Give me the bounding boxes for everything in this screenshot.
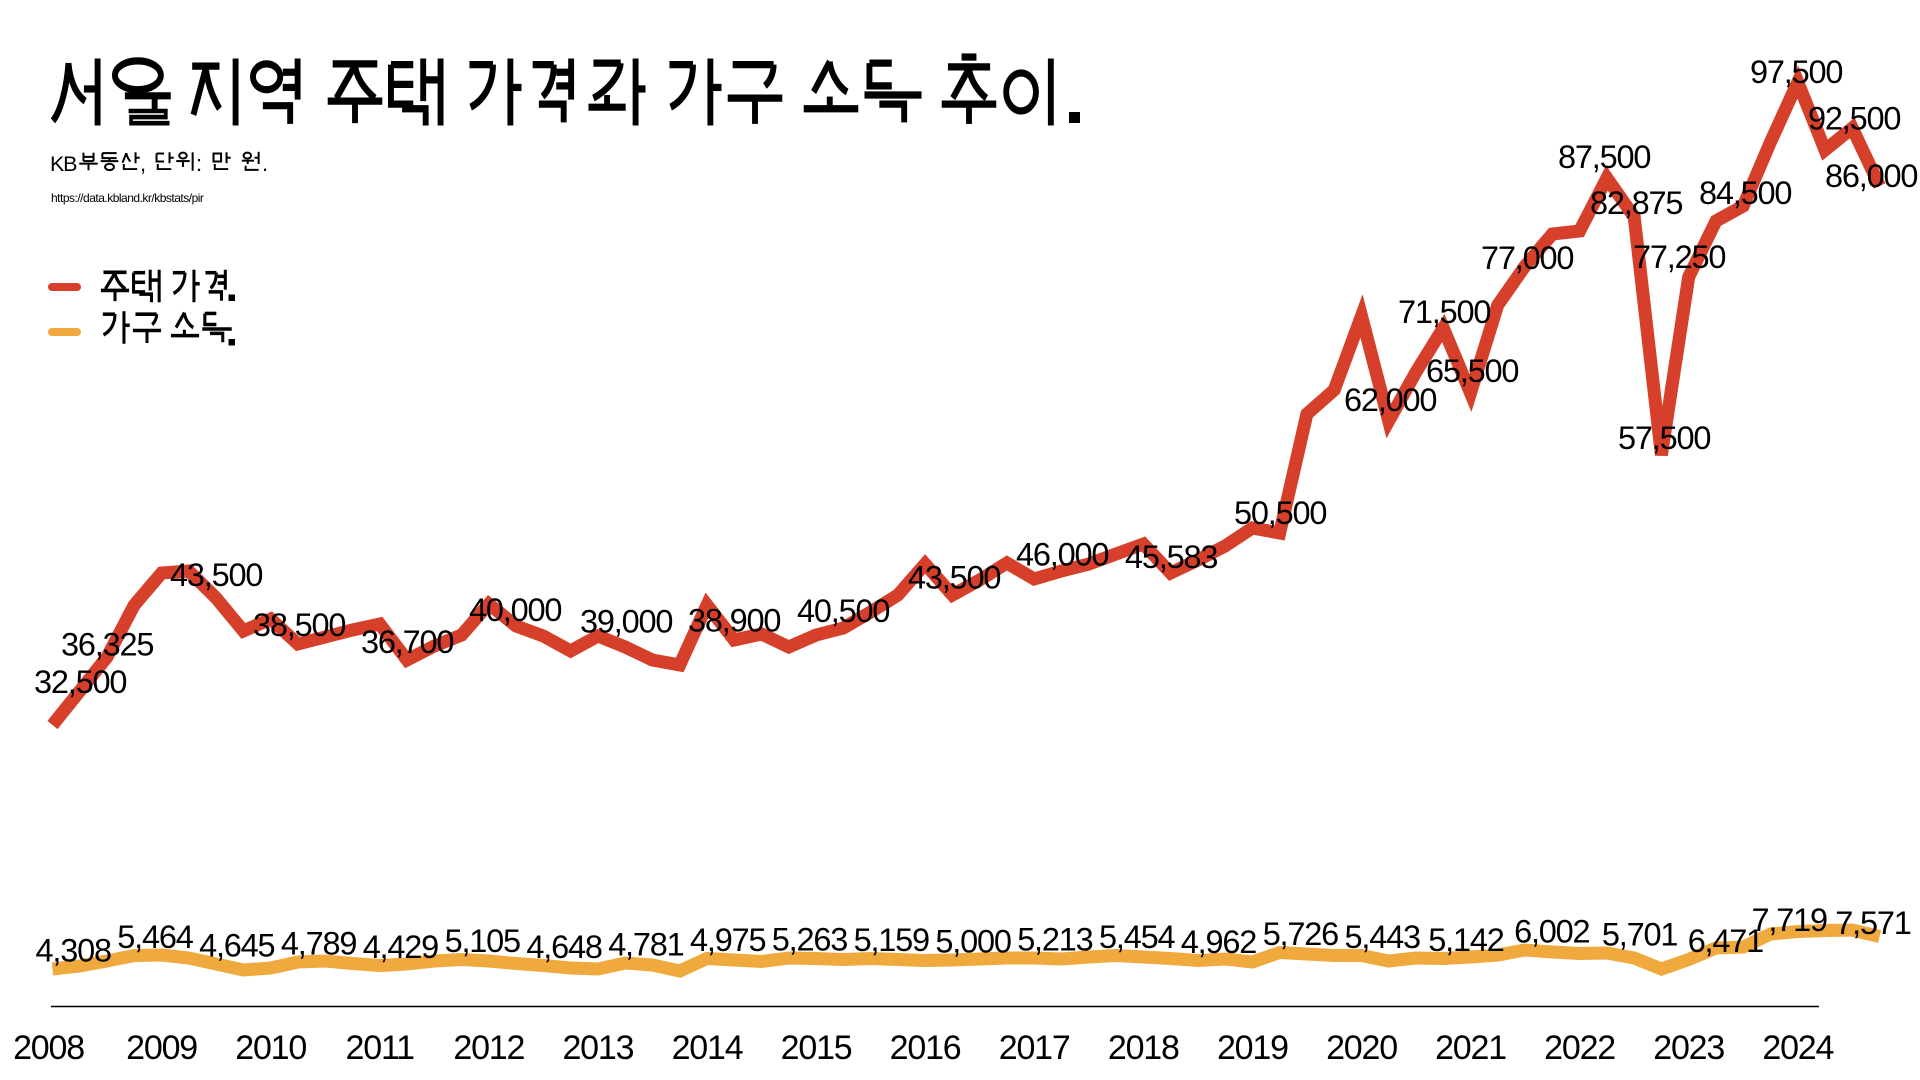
svg-text:5,443: 5,443 xyxy=(1345,919,1420,955)
svg-text:2017: 2017 xyxy=(999,1029,1070,1067)
svg-text:2020: 2020 xyxy=(1326,1029,1397,1067)
svg-text:5,726: 5,726 xyxy=(1263,916,1338,952)
svg-text:38,900: 38,900 xyxy=(688,603,780,639)
svg-text:57,500: 57,500 xyxy=(1618,420,1710,456)
svg-text:2019: 2019 xyxy=(1217,1029,1288,1067)
svg-text:40,500: 40,500 xyxy=(797,593,889,629)
svg-text:2015: 2015 xyxy=(781,1029,852,1067)
svg-text:KB: KB xyxy=(50,152,77,176)
svg-text:5,105: 5,105 xyxy=(445,923,520,959)
svg-text:65,500: 65,500 xyxy=(1426,353,1518,389)
svg-text:https://data.kbland.kr/kbstats: https://data.kbland.kr/kbstats/pir xyxy=(51,191,204,205)
svg-text:86,000: 86,000 xyxy=(1825,158,1917,194)
svg-text:4,975: 4,975 xyxy=(690,922,765,958)
svg-text:38,500: 38,500 xyxy=(253,607,345,643)
svg-text:5,263: 5,263 xyxy=(772,922,847,958)
svg-text:43,500: 43,500 xyxy=(908,559,1000,595)
svg-text:71,500: 71,500 xyxy=(1398,294,1490,330)
svg-text:62,000: 62,000 xyxy=(1344,382,1436,418)
svg-text:2008: 2008 xyxy=(13,1029,84,1067)
svg-text:82,875: 82,875 xyxy=(1590,185,1682,221)
svg-text:4,789: 4,789 xyxy=(281,926,356,962)
svg-text:2014: 2014 xyxy=(672,1029,743,1067)
svg-text:84,500: 84,500 xyxy=(1699,175,1791,211)
svg-text:97,500: 97,500 xyxy=(1750,54,1842,90)
svg-text:92,500: 92,500 xyxy=(1808,100,1900,136)
svg-text:45,583: 45,583 xyxy=(1125,539,1217,575)
svg-text:2013: 2013 xyxy=(562,1029,633,1067)
svg-text:2021: 2021 xyxy=(1435,1029,1506,1067)
svg-text:36,700: 36,700 xyxy=(361,624,453,660)
svg-text:6,002: 6,002 xyxy=(1514,914,1589,950)
svg-text:.: . xyxy=(262,151,268,176)
svg-text:,: , xyxy=(140,151,146,176)
svg-text:2022: 2022 xyxy=(1544,1029,1615,1067)
svg-text:5,454: 5,454 xyxy=(1099,919,1175,955)
svg-text:4,781: 4,781 xyxy=(608,927,683,963)
svg-text:4,429: 4,429 xyxy=(363,929,438,965)
svg-text:2016: 2016 xyxy=(890,1029,961,1067)
svg-text:5,213: 5,213 xyxy=(1017,922,1092,958)
svg-text:36,325: 36,325 xyxy=(61,627,153,663)
svg-text:2011: 2011 xyxy=(346,1029,415,1067)
svg-text:77,250: 77,250 xyxy=(1633,239,1725,275)
svg-text:5,159: 5,159 xyxy=(854,922,929,958)
svg-text:7,571: 7,571 xyxy=(1835,905,1910,941)
svg-text:4,648: 4,648 xyxy=(526,929,601,965)
svg-text:50,500: 50,500 xyxy=(1234,495,1326,531)
svg-text:2023: 2023 xyxy=(1653,1029,1724,1067)
svg-text:40,000: 40,000 xyxy=(469,592,561,628)
svg-text:5,000: 5,000 xyxy=(935,924,1010,960)
svg-text:2018: 2018 xyxy=(1108,1029,1179,1067)
svg-text:46,000: 46,000 xyxy=(1016,537,1108,573)
svg-text::: : xyxy=(196,151,202,176)
svg-text:77,000: 77,000 xyxy=(1481,240,1573,276)
svg-text:2010: 2010 xyxy=(235,1029,306,1067)
svg-text:2012: 2012 xyxy=(453,1029,524,1067)
svg-text:5,142: 5,142 xyxy=(1428,922,1503,958)
svg-text:7,719: 7,719 xyxy=(1752,902,1827,938)
svg-text:87,500: 87,500 xyxy=(1558,139,1650,175)
svg-text:4,962: 4,962 xyxy=(1181,924,1256,960)
svg-text:2009: 2009 xyxy=(126,1029,197,1067)
svg-text:39,000: 39,000 xyxy=(580,604,672,640)
svg-text:4,308: 4,308 xyxy=(36,933,111,969)
svg-text:4,645: 4,645 xyxy=(199,928,274,964)
svg-text:6,471: 6,471 xyxy=(1688,923,1763,959)
svg-text:5,464: 5,464 xyxy=(117,919,193,955)
svg-text:43,500: 43,500 xyxy=(170,557,262,593)
svg-text:5,701: 5,701 xyxy=(1602,917,1677,953)
svg-text:32,500: 32,500 xyxy=(34,664,126,700)
svg-text:2024: 2024 xyxy=(1762,1029,1833,1067)
